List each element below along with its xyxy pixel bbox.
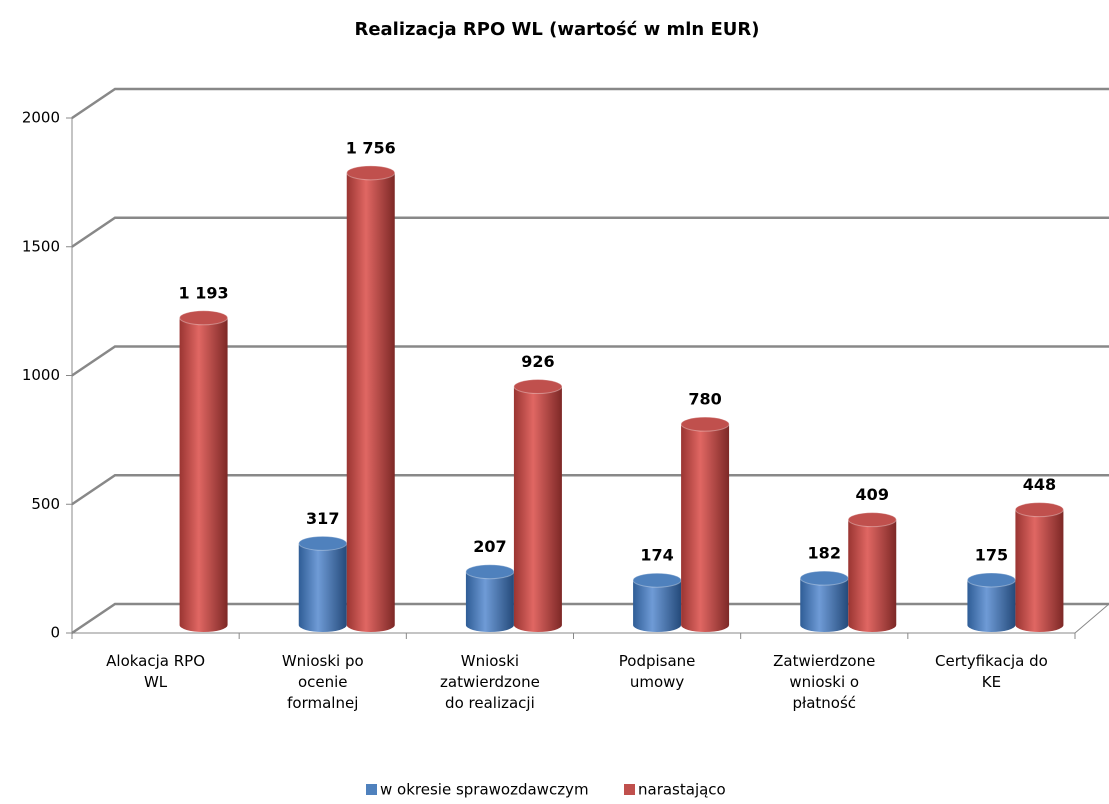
bar-body — [633, 580, 682, 633]
legend-label: w okresie sprawozdawczym — [380, 781, 589, 799]
bar-body — [346, 172, 395, 633]
x-tick-label-line: Wnioski — [461, 652, 519, 670]
bar-top — [298, 535, 348, 551]
bar-top — [847, 512, 897, 528]
x-tick-label-line: formalnej — [287, 694, 358, 712]
value-label: 448 — [1023, 475, 1056, 494]
x-tick-label-line: zatwierdzone — [440, 673, 540, 691]
value-label: 317 — [306, 509, 339, 528]
x-tick-label: Alokacja RPO WL — [106, 652, 205, 691]
bar — [179, 310, 229, 633]
bar — [346, 165, 396, 633]
x-tick-label-line: WL — [144, 673, 168, 691]
bar-body — [179, 317, 228, 633]
x-tick-label: Podpisane umowy — [619, 652, 696, 691]
bar-body — [465, 571, 514, 632]
legend-swatch — [624, 784, 635, 795]
value-label: 1 756 — [346, 138, 396, 157]
grid-line — [71, 602, 1109, 635]
x-tick-label-line: Zatwierdzone — [773, 652, 875, 670]
chart-title: Realizacja RPO WL (wartość w mln EUR) — [354, 19, 759, 40]
bar-body — [681, 424, 730, 633]
x-tick-label-line: KE — [982, 673, 1001, 691]
x-tick-label: Wnioski zatwierdzone do realizacji — [440, 652, 540, 712]
x-tick-label: Certyfikacja do KE — [935, 652, 1048, 691]
value-label: 182 — [808, 544, 841, 563]
bar-top — [632, 572, 682, 588]
value-label: 780 — [688, 390, 721, 409]
y-tick-label: 500 — [31, 495, 60, 513]
grid-line — [71, 87, 1109, 120]
x-tick-label-line: Wnioski po — [282, 652, 364, 670]
bar-top — [513, 379, 563, 395]
bar-top — [1014, 502, 1064, 518]
value-label: 1 193 — [179, 283, 229, 302]
y-tick-label: 0 — [50, 624, 60, 642]
y-tick-label: 2000 — [22, 109, 60, 127]
value-label: 207 — [473, 537, 506, 556]
value-label: 409 — [856, 485, 889, 504]
bar-body — [967, 579, 1016, 633]
bar-top — [346, 165, 396, 181]
legend-swatch — [366, 784, 377, 795]
bar-top — [680, 416, 730, 432]
grid-line — [71, 474, 1109, 506]
bar-top — [799, 570, 849, 586]
x-tick-label-line: Alokacja RPO — [106, 652, 205, 670]
bar — [680, 416, 730, 633]
value-label: 175 — [975, 545, 1008, 564]
bar-top — [465, 564, 515, 580]
x-tick-label-line: ocenie — [298, 673, 348, 691]
value-label: 174 — [640, 546, 673, 565]
bar — [513, 379, 563, 633]
bar-body — [513, 386, 562, 633]
bar — [298, 535, 348, 633]
bar — [1014, 502, 1064, 633]
x-tick-label-line: do realizacji — [445, 694, 535, 712]
bar — [465, 564, 515, 632]
value-label: 926 — [521, 352, 554, 371]
y-tick-label: 1500 — [22, 237, 60, 255]
grid-line — [71, 345, 1109, 377]
x-tick-label-line: Certyfikacja do — [935, 652, 1048, 670]
bar — [966, 572, 1016, 633]
x-tick-label-line: wnioski o — [789, 673, 859, 691]
y-tick-label: 1000 — [22, 366, 60, 384]
bar-top — [966, 572, 1016, 588]
bar-body — [298, 543, 347, 633]
x-tick-label: Zatwierdzone wnioski o płatność — [773, 652, 875, 712]
bar — [632, 572, 682, 633]
bar — [799, 570, 849, 633]
x-tick-label-line: Podpisane — [619, 652, 696, 670]
bar-body — [1015, 509, 1064, 633]
bar-body — [800, 578, 849, 633]
bar-top — [179, 310, 229, 326]
grid-line — [71, 216, 1109, 248]
x-tick-label-line: umowy — [630, 673, 685, 691]
bar-body — [848, 519, 897, 633]
legend-label: narastająco — [638, 781, 726, 799]
x-tick-label: Wnioski po ocenie formalnej — [282, 652, 364, 712]
x-tick-label-line: płatność — [792, 694, 856, 712]
bar — [847, 512, 897, 633]
